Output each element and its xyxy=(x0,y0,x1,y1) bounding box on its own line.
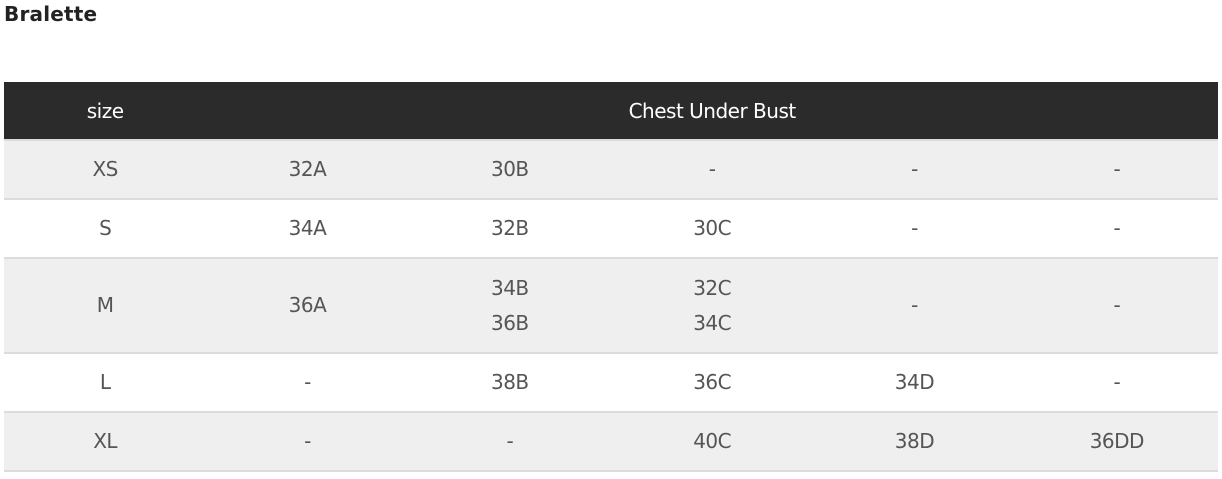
cell-value: - xyxy=(506,429,514,453)
table-row: S 34A 32B 30C - - xyxy=(4,198,1218,258)
cell-value: - xyxy=(708,157,716,181)
chest-cell: - xyxy=(813,257,1016,353)
chart-title: Bralette xyxy=(4,2,98,26)
cell-value: - xyxy=(1113,293,1121,317)
cell-value: 34B xyxy=(490,275,529,300)
cell-value: - xyxy=(911,157,918,181)
size-cell: M xyxy=(4,257,207,353)
cell-value: 32C xyxy=(693,275,732,300)
chest-cell: 36A xyxy=(206,257,409,353)
chest-cell: 36DD xyxy=(1015,411,1218,472)
table-row: XS 32A 30B - - - xyxy=(4,139,1218,199)
chest-cell: - xyxy=(1015,198,1218,258)
table-row: L - 38B 36C 34D - xyxy=(4,352,1218,412)
size-cell: S xyxy=(4,198,207,258)
cell-value: 38D xyxy=(894,429,935,453)
chest-cell: 34A xyxy=(206,198,409,258)
size-table: size Chest Under Bust XS 32A 30B - - - S 34A 32B… xyxy=(4,82,1218,472)
cell-value: 34C xyxy=(693,310,732,335)
cell-value: - xyxy=(304,370,311,394)
size-cell: XL xyxy=(4,411,207,472)
chest-cell: - xyxy=(206,352,409,412)
chest-cell: 38B xyxy=(408,352,611,412)
cell-value: 34A xyxy=(288,216,327,240)
chest-cell: - xyxy=(1015,139,1218,199)
chest-cell: 32C 34C xyxy=(610,257,814,353)
cell-value: 30B xyxy=(490,157,529,181)
chest-cell: - xyxy=(206,411,409,472)
cell-value: 36C xyxy=(693,370,732,394)
table-row: M 36A 34B 36B 32C 34C - - xyxy=(4,257,1218,353)
cell-value: 32B xyxy=(490,216,529,240)
chest-cell: - xyxy=(813,139,1016,199)
chest-cell: - xyxy=(408,411,611,472)
table-header: size Chest Under Bust xyxy=(4,82,1218,140)
chest-cell: 32B xyxy=(408,198,611,258)
cell-value: 40C xyxy=(693,429,732,453)
chest-cell: 34B 36B xyxy=(408,257,611,353)
header-size: size xyxy=(4,82,207,140)
chest-cell: 38D xyxy=(813,411,1016,472)
chest-cell: - xyxy=(1015,257,1218,353)
size-cell: L xyxy=(4,352,207,412)
cell-value: 32A xyxy=(288,157,327,181)
chest-cell: - xyxy=(610,139,814,199)
chest-cell: 40C xyxy=(610,411,814,472)
cell-value: - xyxy=(911,293,918,317)
cell-value: 36B xyxy=(490,310,529,335)
size-cell: XS xyxy=(4,139,207,199)
chest-cell: 30B xyxy=(408,139,611,199)
header-chest-under-bust: Chest Under Bust xyxy=(206,82,1218,140)
cell-value: - xyxy=(1113,216,1121,240)
chest-cell: 36C xyxy=(610,352,814,412)
cell-value: - xyxy=(1113,370,1121,394)
chest-cell: 32A xyxy=(206,139,409,199)
chest-cell: - xyxy=(1015,352,1218,412)
cell-value: 30C xyxy=(693,216,732,240)
cell-value: 38B xyxy=(490,370,529,394)
cell-value: 34D xyxy=(894,370,935,394)
chest-cell: 30C xyxy=(610,198,814,258)
chest-cell: 34D xyxy=(813,352,1016,412)
chest-cell: - xyxy=(813,198,1016,258)
cell-value: - xyxy=(304,429,311,453)
cell-value: - xyxy=(911,216,918,240)
cell-value: 36DD xyxy=(1089,429,1145,453)
table-row: XL - - 40C 38D 36DD xyxy=(4,411,1218,472)
cell-value: - xyxy=(1113,157,1121,181)
cell-value: 36A xyxy=(288,293,327,317)
